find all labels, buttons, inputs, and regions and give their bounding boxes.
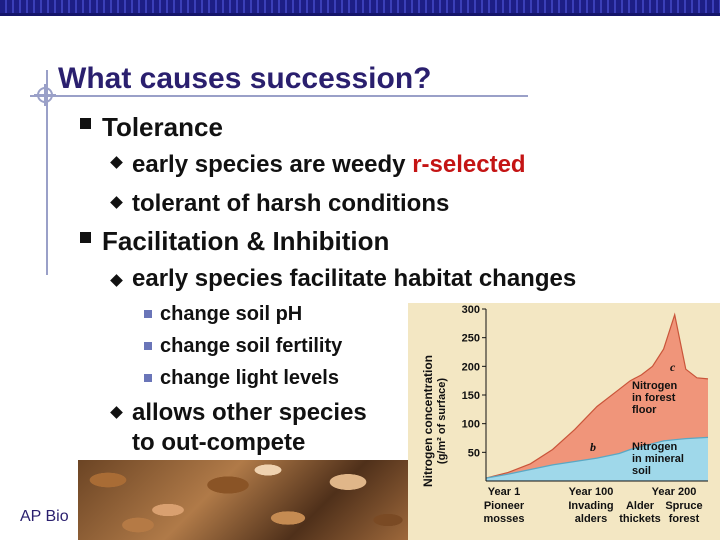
series-mineral-soil-line — [485, 436, 709, 479]
early-weedy-text: early species are weedy — [132, 151, 413, 178]
sub-bullet-light-levels: change light levels — [160, 367, 339, 389]
x-tick-label: Pioneer — [484, 500, 525, 512]
bullet-tolerant: tolerant of harsh conditions — [132, 190, 450, 217]
x-tick-label: Invading — [568, 500, 613, 512]
y-tick-label: 50 — [468, 447, 480, 459]
series-label-forest-floor: in forest — [632, 392, 676, 404]
decorative-horizontal-line — [30, 95, 528, 97]
annotation-c: c — [670, 360, 676, 374]
nitrogen-chart: 50 100 150 200 250 300 Year 1 Pioneer mosses Year… — [408, 303, 720, 540]
fallen-leaves-image — [78, 460, 412, 540]
footer-label: AP Bio — [20, 508, 69, 525]
chart-ylabel-units: (g/m² of surface) — [436, 378, 448, 465]
bullet-diamond-icon — [110, 406, 123, 419]
x-tick-label: thickets — [619, 513, 661, 525]
decorative-vertical-line — [46, 70, 48, 275]
x-tick-label: Year 1 — [488, 486, 520, 498]
x-tick-label: mosses — [484, 513, 525, 525]
x-tick-label: Year 100 — [569, 486, 614, 498]
x-tick-label: Spruce — [665, 500, 702, 512]
bullet-allows-line1: allows other species — [132, 399, 367, 426]
sub-bullet-soil-ph: change soil pH — [160, 303, 303, 325]
bullet-early-weedy: early species are weedy r-selected — [132, 151, 526, 179]
x-tick-label: Alder — [626, 500, 655, 512]
y-tick-label: 100 — [462, 419, 480, 431]
r-selected-highlight: r-selected — [412, 151, 526, 178]
bullet-small-square-icon — [144, 342, 152, 350]
bullet-tolerance: Tolerance — [102, 112, 223, 142]
chart-ylabel: Nitrogen concentration — [421, 355, 435, 487]
series-label-mineral-soil: in mineral — [632, 453, 684, 465]
crosshair-icon — [34, 84, 56, 106]
x-tick-label: forest — [669, 513, 700, 525]
bullet-diamond-icon — [110, 156, 123, 169]
series-label-mineral-soil: soil — [632, 465, 651, 477]
series-label-forest-floor: Nitrogen — [632, 380, 678, 392]
x-tick-label: alders — [575, 513, 607, 525]
bullet-diamond-icon — [110, 196, 123, 209]
bullet-small-square-icon — [144, 310, 152, 318]
y-tick-label: 200 — [462, 361, 480, 373]
bullet-square-icon — [80, 232, 91, 243]
annotation-b: b — [590, 440, 596, 454]
y-tick-label: 250 — [462, 333, 480, 345]
bullet-facilitation: Facilitation & Inhibition — [102, 226, 390, 256]
sub-bullet-soil-fertility: change soil fertility — [160, 335, 343, 357]
x-tick-label: Year 200 — [652, 486, 697, 498]
y-tick-label: 150 — [462, 390, 480, 402]
bullet-diamond-icon — [110, 274, 123, 287]
bullet-facilitate: early species facilitate habitat changes — [132, 265, 577, 292]
series-forest-floor-line — [485, 312, 709, 479]
slide-title: What causes succession? — [58, 62, 432, 95]
bullet-small-square-icon — [144, 374, 152, 382]
series-label-forest-floor: floor — [632, 404, 657, 416]
y-tick-label: 300 — [462, 304, 480, 316]
bullet-square-icon — [80, 118, 91, 129]
series-mineral-soil-area — [486, 437, 708, 481]
bullet-allows-line2: to out-compete — [132, 429, 306, 456]
top-decorative-bar — [0, 0, 720, 16]
series-forest-floor-area — [486, 314, 708, 479]
series-label-mineral-soil: Nitrogen — [632, 441, 678, 453]
